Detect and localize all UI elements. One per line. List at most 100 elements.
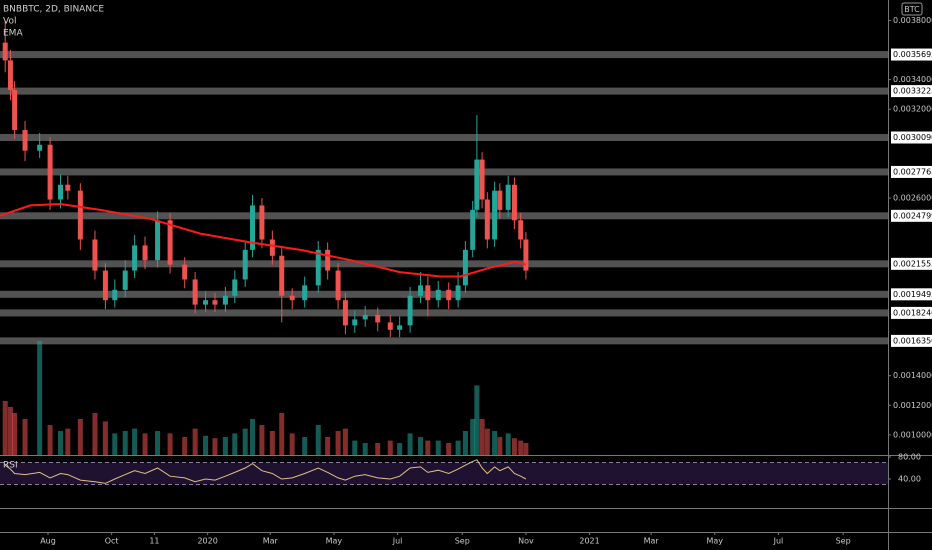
- candle-body: [484, 199, 490, 240]
- candle-body: [7, 60, 13, 90]
- volume-bar: [259, 425, 265, 455]
- rsi-tick-label: 80.00: [898, 452, 921, 461]
- candle-body: [407, 295, 413, 326]
- candle-body: [65, 184, 71, 191]
- candle-body: [523, 239, 529, 271]
- volume-bar: [22, 419, 28, 455]
- x-tick-label: Sep: [455, 537, 470, 546]
- axis: 0.00356950 0.00332250 0.00300900 0.00277636…: [40, 16, 932, 546]
- y-tick-label: 0.00260000: [893, 194, 932, 203]
- level-label-box: [891, 85, 932, 98]
- level-label-box: [891, 306, 932, 319]
- candle-body: [342, 300, 348, 326]
- candle-body: [302, 285, 308, 301]
- volume-bar: [446, 443, 452, 455]
- level-band: [0, 87, 888, 95]
- volume-bar: [92, 413, 98, 455]
- volume-bar: [289, 433, 295, 455]
- volume-bar: [302, 437, 308, 455]
- currency-box: [901, 2, 923, 16]
- candle-body: [182, 264, 188, 280]
- y-tick-label: 0.00140000: [893, 371, 932, 380]
- candle-body: [279, 255, 285, 296]
- volume-bar: [375, 443, 381, 455]
- volume-bar: [455, 440, 461, 455]
- x-tick-label: Jul: [773, 537, 784, 546]
- level-label: 0.00247990: [893, 211, 932, 220]
- candle-body: [222, 295, 228, 305]
- candle-body: [335, 270, 341, 301]
- level-band: [0, 212, 888, 220]
- candle-body: [37, 144, 43, 151]
- volume-bar: [102, 421, 108, 455]
- volume-bar: [335, 431, 341, 455]
- candle-body: [242, 249, 248, 280]
- volume-bar: [182, 437, 188, 455]
- ema-label: EMA: [3, 29, 23, 39]
- candle-body: [474, 159, 480, 210]
- volume-bar: [12, 413, 18, 455]
- candle-body: [497, 190, 503, 210]
- x-tick-label: Aug: [40, 537, 56, 546]
- rsi-label: RSI: [3, 461, 18, 471]
- volume-bar: [342, 428, 348, 455]
- volume-bar: [435, 440, 441, 455]
- x-tick-label: May: [326, 537, 343, 546]
- y-tick-label: 0.00380000: [893, 16, 932, 25]
- volume-bar: [155, 431, 161, 455]
- candle-body: [479, 159, 485, 200]
- candle-body: [142, 245, 148, 261]
- volume-bar: [212, 438, 218, 455]
- rsi-band: [0, 462, 888, 485]
- volume-bar: [203, 435, 209, 455]
- y-tick-label: 0.00120000: [893, 401, 932, 410]
- candle-body: [167, 220, 173, 265]
- candle-body: [212, 300, 218, 305]
- volume-label: Vol: [3, 17, 16, 27]
- candle-body: [132, 245, 138, 271]
- x-tick-label: 2021: [579, 537, 599, 546]
- candle-body: [325, 249, 331, 271]
- volume-bar: [325, 437, 331, 455]
- candle-body: [435, 289, 441, 301]
- candle-body: [375, 314, 381, 323]
- x-tick-label: 11: [149, 537, 159, 546]
- volume-bar: [222, 437, 228, 455]
- volume-bar: [37, 341, 43, 455]
- volume-bar: [362, 443, 368, 455]
- level-label-box: [891, 165, 932, 178]
- candle-body: [22, 129, 28, 151]
- x-tick-label: Mar: [644, 537, 660, 546]
- candle-body: [425, 285, 431, 301]
- levels: [0, 51, 888, 345]
- candle-body: [352, 319, 358, 326]
- candle-body: [315, 249, 321, 286]
- candle-body: [122, 270, 128, 290]
- candle-body: [2, 42, 8, 61]
- candle-body: [492, 190, 498, 240]
- candle-body: [511, 184, 517, 221]
- x-tick-label: 2020: [197, 537, 217, 546]
- volume-bar: [132, 428, 138, 455]
- level-label: 0.00332250: [893, 87, 932, 96]
- volume-bar: [407, 433, 413, 455]
- plot: [0, 20, 888, 485]
- level-label-box: [891, 334, 932, 347]
- level-label: 0.00277636: [893, 167, 932, 176]
- candle-body: [397, 325, 403, 330]
- level-band: [0, 309, 888, 317]
- candle-body: [518, 220, 524, 240]
- volume-bar: [505, 433, 511, 455]
- x-tick-label: Nov: [518, 537, 534, 546]
- level-label-box: [891, 209, 932, 222]
- level-label-box: [891, 48, 932, 61]
- volume-bar: [511, 438, 517, 455]
- volume-bar: [497, 437, 503, 455]
- candle-body: [203, 300, 209, 305]
- volume-bar: [232, 433, 238, 455]
- candle-body: [259, 205, 265, 240]
- y-tick-label: 0.00340000: [893, 75, 932, 84]
- volume-bar: [242, 428, 248, 455]
- candle-body: [289, 295, 295, 301]
